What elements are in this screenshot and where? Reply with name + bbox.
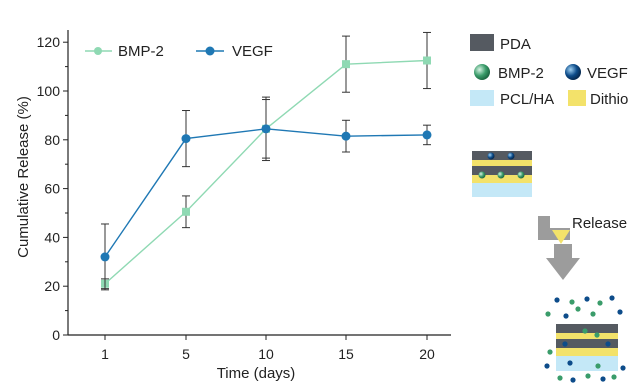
pcl-ha-swatch — [470, 90, 494, 106]
vegf-dot-icon — [600, 376, 606, 382]
y-tick-label: 120 — [37, 34, 61, 50]
y-tick-label: 60 — [44, 181, 60, 197]
pcl-ha-key-label: PCL/HA — [500, 91, 554, 108]
bmp2-particle-icon — [474, 64, 490, 80]
data-point-vegf — [341, 131, 351, 141]
y-tick-label: 100 — [37, 83, 61, 99]
bmp2-dot-icon — [517, 171, 525, 179]
released-particles — [544, 295, 626, 383]
bmp2-dot-icon — [569, 299, 575, 305]
vegf-dot-icon — [584, 296, 590, 302]
scaffold-after-release — [544, 295, 626, 383]
legend-vegf-marker — [205, 46, 215, 56]
vegf-dot-icon — [554, 297, 560, 303]
legend-bmp2-marker — [94, 47, 102, 55]
y-axis-title: Cumulative Release (%) — [15, 96, 32, 258]
y-tick-label: 0 — [52, 327, 60, 343]
bmp2-dot-icon — [611, 374, 617, 380]
x-axis-title: Time (days) — [217, 365, 296, 382]
data-point-bmp2 — [342, 60, 350, 69]
vegf-dot-icon — [544, 363, 550, 369]
bmp2-dot-icon — [595, 363, 601, 369]
bmp2-dot-icon — [557, 375, 563, 381]
vegf-dot-icon — [620, 365, 626, 371]
bmp2-key-label: BMP-2 — [498, 65, 544, 82]
bmp2-dot-icon — [590, 311, 596, 317]
bmp2-dot-icon — [597, 300, 603, 306]
x-tick-label: 5 — [182, 346, 190, 362]
data-point-bmp2 — [423, 56, 431, 65]
data-point-vegf — [261, 124, 271, 134]
data-point-vegf — [181, 134, 191, 144]
vegf-dot-icon — [570, 377, 576, 383]
dithio-key-label: Dithio — [590, 91, 628, 108]
data-point-vegf — [422, 130, 432, 140]
bmp2-dot-icon — [547, 349, 553, 355]
vegf-dot-icon — [507, 152, 515, 160]
x-tick-label: 20 — [419, 346, 435, 362]
schematic-key: PDA BMP-2 VEGF PCL/HA Dithio — [470, 34, 628, 108]
legend-bmp2-label: BMP-2 — [118, 43, 164, 60]
chart-legend: BMP-2 VEGF — [85, 43, 273, 60]
chart-series — [100, 31, 432, 291]
vegf-dot-icon — [563, 313, 569, 319]
y-tick-label: 20 — [44, 278, 60, 294]
bmp2-dot-icon — [478, 171, 486, 179]
bmp2-dot-icon — [594, 332, 600, 338]
bmp2-dot-icon — [575, 306, 581, 312]
scaffold-before-release — [472, 151, 532, 197]
legend-vegf-label: VEGF — [232, 43, 273, 60]
release-arrow-icon — [538, 216, 580, 280]
bmp2-dot-icon — [545, 311, 551, 317]
vegf-particle-icon — [565, 64, 581, 80]
vegf-dot-icon — [609, 295, 615, 301]
dithio-swatch — [568, 90, 586, 106]
data-point-bmp2 — [182, 207, 190, 216]
series-vegf — [100, 96, 432, 291]
y-tick-label: 80 — [44, 132, 60, 148]
vegf-dot-icon — [567, 360, 573, 366]
vegf-dot-icon — [487, 152, 495, 160]
y-tick-label: 40 — [44, 229, 60, 245]
x-tick-label: 15 — [338, 346, 354, 362]
x-tick-label: 1 — [101, 346, 109, 362]
bmp2-dot-icon — [582, 328, 588, 334]
bmp2-dot-icon — [497, 171, 505, 179]
release-label: Release — [572, 215, 627, 232]
vegf-dot-icon — [605, 341, 611, 347]
series-line-bmp2 — [104, 59, 428, 285]
vegf-key-label: VEGF — [587, 65, 628, 82]
bmp2-dot-icon — [585, 373, 591, 379]
vegf-dot-icon — [617, 309, 623, 315]
data-point-vegf — [100, 252, 110, 262]
x-tick-label: 10 — [258, 346, 274, 362]
pda-key-label: PDA — [500, 36, 531, 53]
pda-swatch — [470, 34, 494, 51]
vegf-dot-icon — [562, 341, 568, 347]
